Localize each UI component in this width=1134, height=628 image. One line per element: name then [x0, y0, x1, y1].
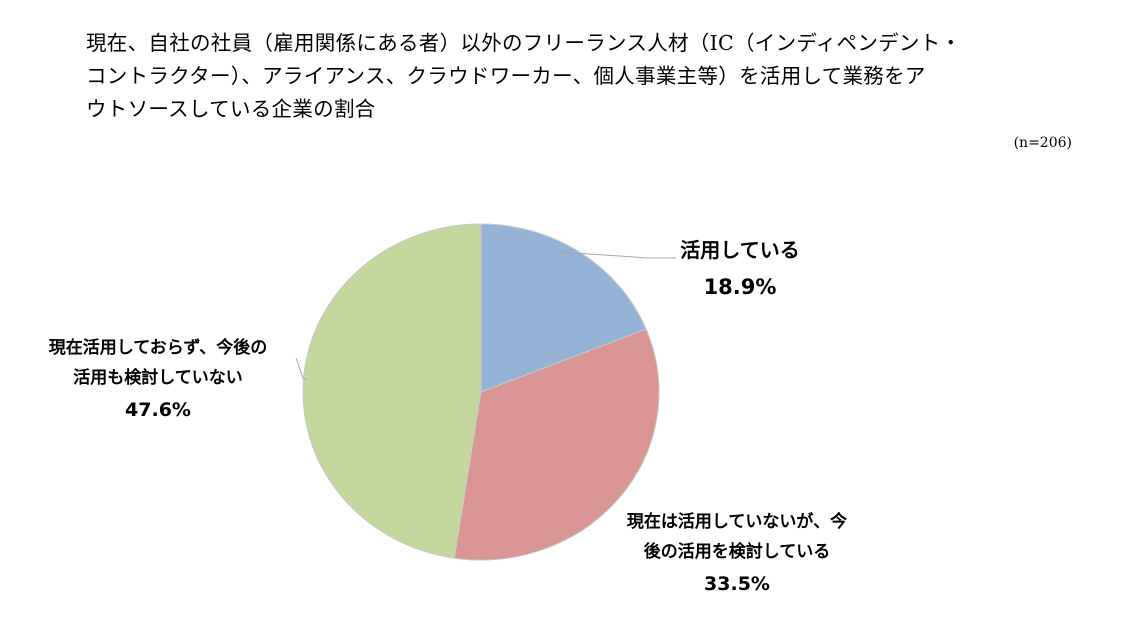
slice-name-not-using-line-2: 活用も検討していない [73, 368, 243, 388]
slice-name-using: 活用している [680, 238, 800, 262]
title-line-2: コントラクター）、アライアンス、クラウドワーカー、個人事業主等）を活用して業務を… [86, 64, 926, 88]
leader-line-using [559, 251, 676, 259]
slice-label-using: 活用している 18.9% [640, 233, 840, 307]
slice-value-considering: 33.5% [704, 573, 770, 595]
slice-label-considering: 現在は活用していないが、今 後の活用を検討している 33.5% [602, 507, 872, 601]
sample-size-note: (n=206) [1013, 135, 1072, 151]
title-line-3: ウトソースしている企業の割合 [86, 97, 376, 121]
slice-value-not-using: 47.6% [125, 399, 191, 421]
slice-name-considering-line-1: 現在は活用していないが、今 [626, 512, 848, 532]
pie-slices [302, 223, 660, 561]
slice-value-using: 18.9% [703, 275, 777, 299]
slice-name-not-using-line-1: 現在活用しておらず、今後の [48, 338, 268, 358]
leader-line-not-using [295, 357, 307, 381]
chart-title: 現在、自社の社員（雇用関係にある者）以外のフリーランス人材（IC（インディペンデ… [86, 27, 1076, 126]
pie-slice-considering [453, 328, 660, 561]
pie-slice-using [480, 223, 647, 393]
pie-slice-not-using [302, 223, 482, 559]
leader-lines [295, 251, 676, 381]
slice-name-considering-line-2: 後の活用を検討している [643, 542, 831, 562]
slice-label-not-using: 現在活用しておらず、今後の 活用も検討していない 47.6% [18, 333, 298, 427]
title-line-1: 現在、自社の社員（雇用関係にある者）以外のフリーランス人材（IC（インディペンデ… [86, 31, 962, 55]
